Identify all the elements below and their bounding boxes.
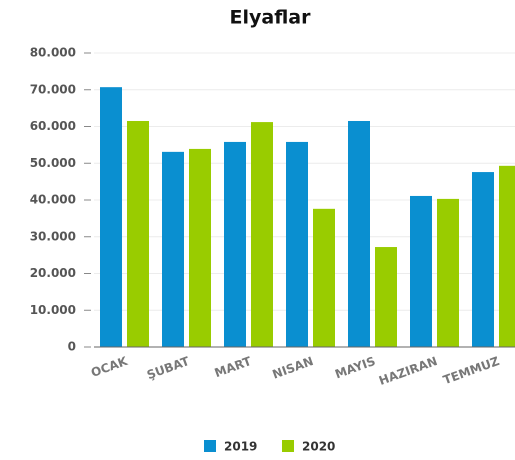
bar [251, 122, 273, 347]
bar [127, 120, 149, 347]
y-tick-label: 20.000 [30, 266, 76, 280]
x-tick-label: NISAN [271, 354, 316, 382]
legend-label: 2020 [302, 440, 335, 454]
bar [100, 87, 122, 348]
x-tick-label: ŞUBAT [145, 354, 192, 383]
bar [162, 151, 184, 347]
y-tick-label: 50.000 [30, 156, 76, 170]
x-tick-label: HAZIRAN [377, 354, 439, 388]
x-tick-label: OCAK [89, 354, 130, 380]
x-tick-label: MAYIS [333, 354, 377, 381]
legend-swatch [282, 440, 294, 452]
chart-title: Elyaflar [230, 7, 312, 29]
bar [472, 172, 494, 347]
x-tick-label: TEMMUZ [441, 354, 501, 387]
y-tick-label: 80.000 [30, 46, 76, 60]
bar [375, 247, 397, 347]
legend-label: 2019 [224, 440, 257, 454]
y-tick-label: 30.000 [30, 229, 76, 243]
bar [499, 165, 515, 347]
y-tick-label: 40.000 [30, 193, 76, 207]
y-tick-label: 60.000 [30, 119, 76, 133]
bar [189, 148, 211, 347]
bar [313, 208, 335, 347]
bar [224, 141, 246, 347]
bar [437, 198, 459, 347]
y-tick-label: 0 [68, 340, 76, 354]
bar [348, 120, 370, 347]
bar [410, 195, 432, 347]
legend-swatch [204, 440, 216, 452]
y-tick-label: 10.000 [30, 303, 76, 317]
x-tick-label: MART [213, 354, 254, 380]
bar [286, 141, 308, 347]
y-tick-label: 70.000 [30, 82, 76, 96]
